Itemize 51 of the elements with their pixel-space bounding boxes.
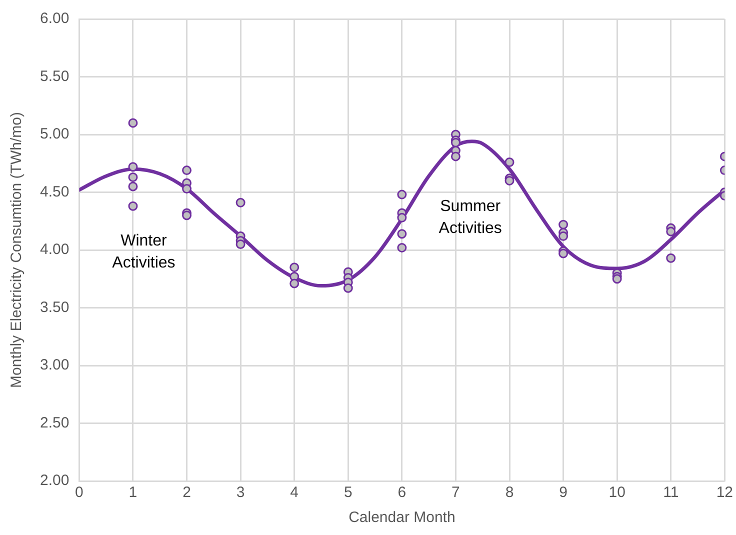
y-tick-label: 3.00 bbox=[40, 356, 70, 374]
point bbox=[182, 166, 192, 176]
point bbox=[128, 162, 138, 172]
annotation: Summer Activities bbox=[438, 198, 502, 238]
y-tick-label: 5.00 bbox=[40, 126, 70, 143]
x-tick-label: 9 bbox=[559, 484, 568, 502]
point bbox=[290, 278, 300, 288]
point bbox=[290, 262, 300, 272]
x-tick-label: 0 bbox=[75, 484, 84, 502]
y-tick-label: 3.50 bbox=[40, 298, 70, 316]
point bbox=[128, 172, 138, 182]
y-tick-label: 4.50 bbox=[40, 183, 70, 200]
y-tick-label: 4.00 bbox=[40, 241, 70, 258]
point bbox=[666, 226, 676, 236]
y-tick-label: 2.00 bbox=[40, 472, 70, 490]
y-tick-label: 6.00 bbox=[40, 10, 70, 28]
x-tick-label: 1 bbox=[128, 484, 138, 502]
x-tick-label: 3 bbox=[236, 484, 245, 502]
point bbox=[666, 253, 676, 263]
x-tick-label: 10 bbox=[608, 484, 626, 502]
point bbox=[397, 242, 407, 252]
point bbox=[450, 152, 460, 162]
point bbox=[558, 220, 568, 230]
x-tick-label: 5 bbox=[344, 484, 352, 502]
x-tick-label: 7 bbox=[452, 484, 460, 502]
point bbox=[397, 212, 407, 222]
y-axis-title: Monthly Electricity Consumtion (TWh/mo) bbox=[8, 112, 26, 388]
point bbox=[236, 198, 246, 208]
point bbox=[343, 283, 353, 293]
point bbox=[612, 274, 622, 284]
annotation: Winter Activities bbox=[112, 232, 176, 272]
point bbox=[182, 184, 192, 194]
point bbox=[182, 210, 192, 220]
x-axis-title: Calendar Month bbox=[348, 509, 456, 526]
point bbox=[558, 248, 568, 258]
y-tick-label: 5.50 bbox=[40, 68, 70, 85]
x-tick-label: 11 bbox=[663, 484, 679, 502]
point bbox=[236, 239, 246, 249]
x-tick-label: 4 bbox=[290, 484, 299, 502]
point bbox=[128, 118, 138, 128]
x-tick-label: 6 bbox=[398, 484, 406, 502]
x-tick-label: 12 bbox=[716, 484, 733, 502]
x-tick-label: 8 bbox=[505, 484, 514, 502]
point bbox=[128, 182, 138, 192]
point bbox=[558, 231, 568, 241]
point bbox=[397, 229, 407, 239]
point bbox=[397, 190, 407, 200]
x-tick-label: 2 bbox=[182, 484, 191, 502]
point bbox=[504, 157, 514, 167]
y-tick-label: 2.50 bbox=[40, 414, 70, 432]
point bbox=[128, 201, 138, 211]
